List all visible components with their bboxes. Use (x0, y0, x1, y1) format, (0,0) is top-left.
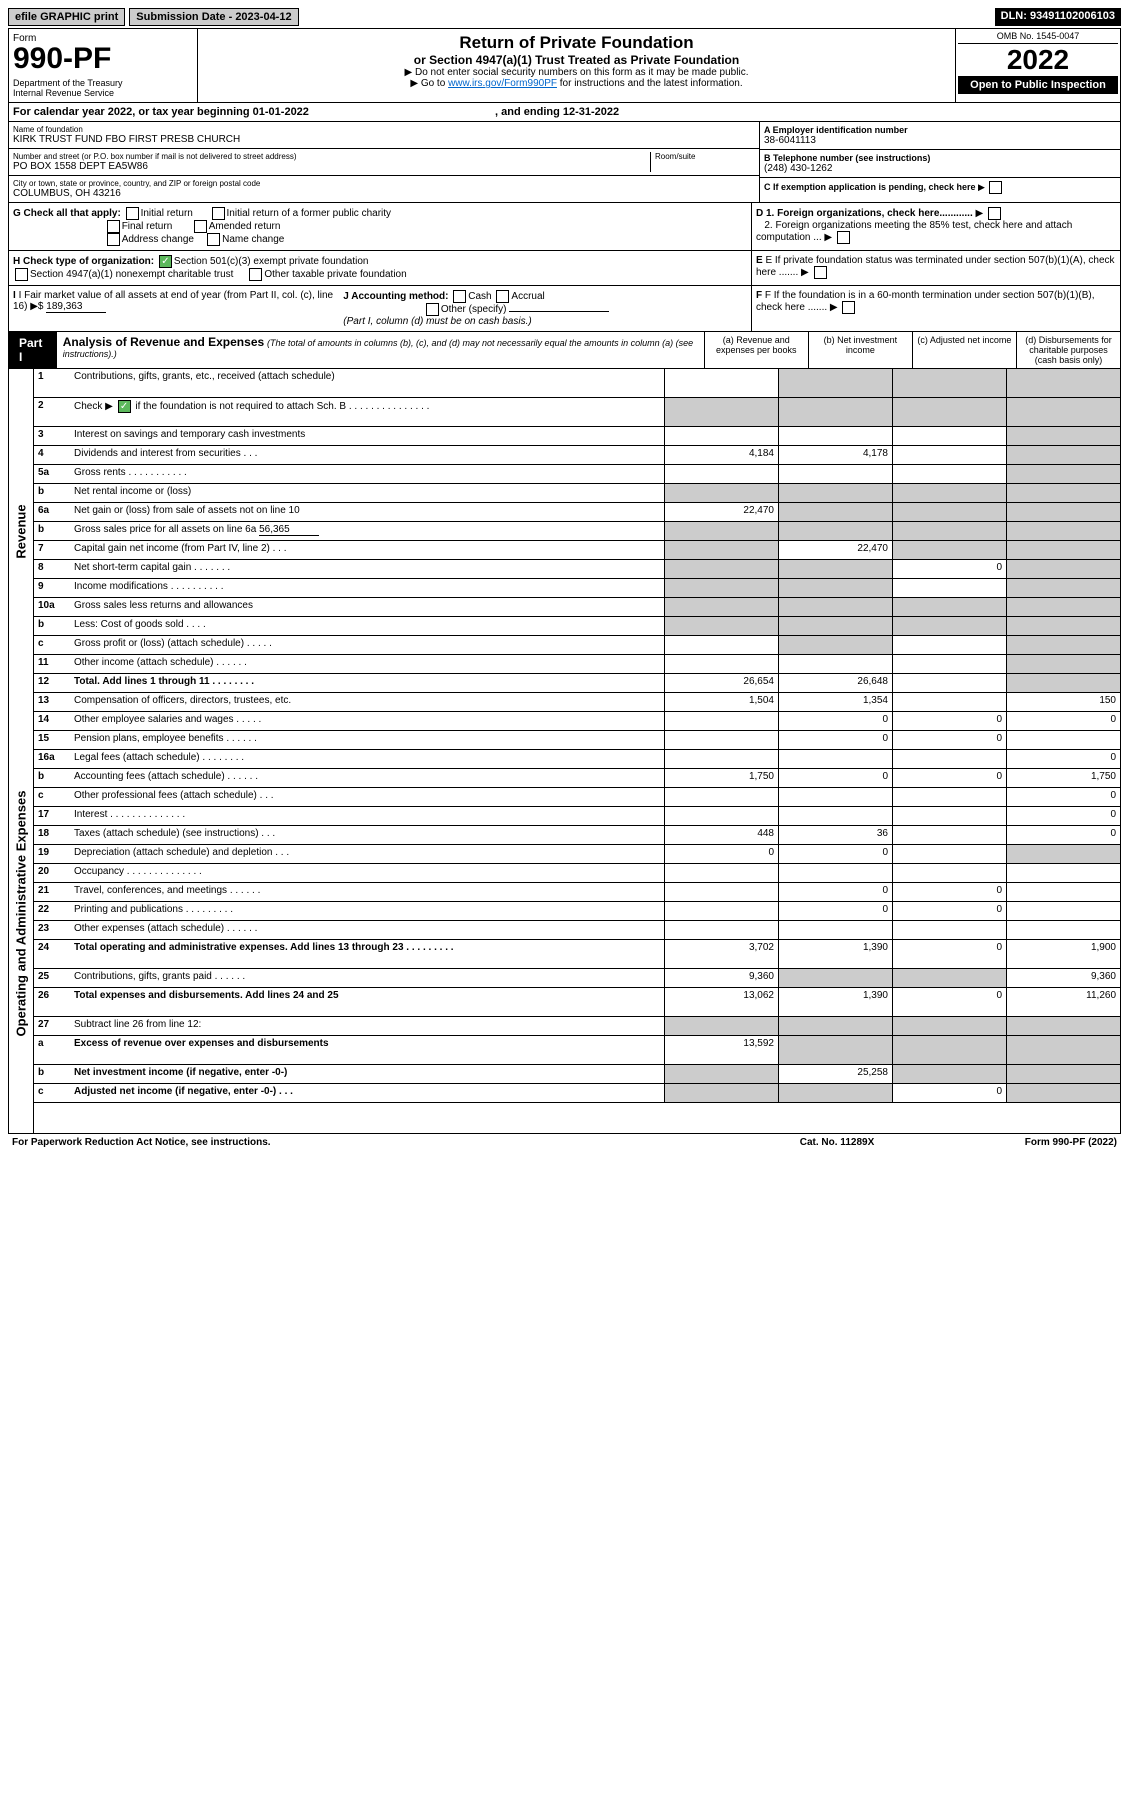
h-section: H Check type of organization: Section 50… (9, 251, 751, 285)
row-26: 26 Total expenses and disbursements. Add… (34, 988, 1120, 1017)
efile-btn[interactable]: efile GRAPHIC print (8, 8, 125, 26)
row-24: 24 Total operating and administrative ex… (34, 940, 1120, 969)
main-title: Return of Private Foundation (206, 33, 947, 53)
col-c-header: (c) Adjusted net income (912, 332, 1016, 368)
row-20: 20 Occupancy . . . . . . . . . . . . . . (34, 864, 1120, 883)
j-other-cb[interactable] (426, 303, 439, 316)
calendar-year: For calendar year 2022, or tax year begi… (9, 103, 1120, 122)
row-3: 3 Interest on savings and temporary cash… (34, 427, 1120, 446)
row-7: 7 Capital gain net income (from Part IV,… (34, 541, 1120, 560)
c-cell: C If exemption application is pending, c… (760, 178, 1120, 197)
d1-cb[interactable] (988, 207, 1001, 220)
row-2: 2 Check ▶ if the foundation is not requi… (34, 398, 1120, 427)
instr1: ▶ Do not enter social security numbers o… (206, 67, 947, 78)
omb: OMB No. 1545-0047 (958, 31, 1118, 44)
g-section: G Check all that apply: Initial return I… (9, 203, 751, 250)
phone-cell: B Telephone number (see instructions) (2… (760, 150, 1120, 178)
col-b-header: (b) Net investment income (808, 332, 912, 368)
row-16c: c Other professional fees (attach schedu… (34, 788, 1120, 807)
form-box: Form 990-PF Department of the TreasuryIn… (9, 29, 198, 102)
row-1: 1 Contributions, gifts, grants, etc., re… (34, 369, 1120, 398)
row-8: 8 Net short-term capital gain . . . . . … (34, 560, 1120, 579)
row-27a: a Excess of revenue over expenses and di… (34, 1036, 1120, 1065)
row-23: 23 Other expenses (attach schedule) . . … (34, 921, 1120, 940)
form-number: 990-PF (13, 44, 193, 74)
g-final-cb[interactable] (107, 220, 120, 233)
col-a-header: (a) Revenue and expenses per books (704, 332, 808, 368)
addr-cell: Number and street (or P.O. box number if… (9, 149, 759, 176)
j-accrual-cb[interactable] (496, 290, 509, 303)
row-27b: b Net investment income (if negative, en… (34, 1065, 1120, 1084)
part1-label: Part I (9, 332, 57, 368)
row-16b: b Accounting fees (attach schedule) . . … (34, 769, 1120, 788)
row-11: 11 Other income (attach schedule) . . . … (34, 655, 1120, 674)
revenue-vert: Revenue (9, 369, 34, 693)
instr2: ▶ Go to www.irs.gov/Form990PF for instru… (206, 78, 947, 89)
part1-title: Analysis of Revenue and Expenses (The to… (57, 332, 704, 368)
row-10a: 10a Gross sales less returns and allowan… (34, 598, 1120, 617)
open-public: Open to Public Inspection (958, 76, 1118, 94)
ij-section: I I Fair market value of all assets at e… (9, 286, 751, 331)
irs-link[interactable]: www.irs.gov/Form990PF (448, 78, 557, 89)
sub-title: or Section 4947(a)(1) Trust Treated as P… (206, 53, 947, 67)
row-10c: c Gross profit or (loss) (attach schedul… (34, 636, 1120, 655)
row-21: 21 Travel, conferences, and meetings . .… (34, 883, 1120, 902)
g-initial-former-cb[interactable] (212, 207, 225, 220)
row-6b: b Gross sales price for all assets on li… (34, 522, 1120, 541)
g-amended-cb[interactable] (194, 220, 207, 233)
row-22: 22 Printing and publications . . . . . .… (34, 902, 1120, 921)
row-17: 17 Interest . . . . . . . . . . . . . . … (34, 807, 1120, 826)
e-cb[interactable] (814, 266, 827, 279)
h-501c3-cb[interactable] (159, 255, 172, 268)
row-5b: b Net rental income or (loss) (34, 484, 1120, 503)
row-25: 25 Contributions, gifts, grants paid . .… (34, 969, 1120, 988)
row-27: 27 Subtract line 26 from line 12: (34, 1017, 1120, 1036)
row-4: 4 Dividends and interest from securities… (34, 446, 1120, 465)
year-box: OMB No. 1545-0047 2022 Open to Public In… (955, 29, 1120, 102)
h-4947-cb[interactable] (15, 268, 28, 281)
submission-btn[interactable]: Submission Date - 2023-04-12 (129, 8, 298, 26)
row-16a: 16a Legal fees (attach schedule) . . . .… (34, 750, 1120, 769)
row-6a: 6a Net gain or (loss) from sale of asset… (34, 503, 1120, 522)
dept: Department of the TreasuryInternal Reven… (13, 78, 193, 98)
row-13: 13 Compensation of officers, directors, … (34, 693, 1120, 712)
tax-year: 2022 (958, 44, 1118, 76)
row-5a: 5a Gross rents . . . . . . . . . . . (34, 465, 1120, 484)
city-cell: City or town, state or province, country… (9, 176, 759, 202)
c-checkbox[interactable] (989, 181, 1002, 194)
g-initial-cb[interactable] (126, 207, 139, 220)
g-name-cb[interactable] (207, 233, 220, 246)
f-section: F F If the foundation is in a 60-month t… (751, 286, 1120, 331)
row-19: 19 Depreciation (attach schedule) and de… (34, 845, 1120, 864)
h-other-cb[interactable] (249, 268, 262, 281)
row-12: 12 Total. Add lines 1 through 11 . . . .… (34, 674, 1120, 693)
g-addr-cb[interactable] (107, 233, 120, 246)
row-9: 9 Income modifications . . . . . . . . .… (34, 579, 1120, 598)
d-section: D 1. Foreign organizations, check here..… (751, 203, 1120, 250)
ein-cell: A Employer identification number 38-6041… (760, 122, 1120, 150)
e-section: E E If private foundation status was ter… (751, 251, 1120, 285)
row-18: 18 Taxes (attach schedule) (see instruct… (34, 826, 1120, 845)
expenses-vert: Operating and Administrative Expenses (9, 693, 34, 1133)
title-box: Return of Private Foundation or Section … (198, 29, 955, 102)
f-cb[interactable] (842, 301, 855, 314)
schb-cb[interactable] (118, 400, 131, 413)
row-14: 14 Other employee salaries and wages . .… (34, 712, 1120, 731)
dln: DLN: 93491102006103 (995, 8, 1121, 26)
col-d-header: (d) Disbursements for charitable purpose… (1016, 332, 1120, 368)
d2-cb[interactable] (837, 231, 850, 244)
row-27c: c Adjusted net income (if negative, ente… (34, 1084, 1120, 1103)
row-10b: b Less: Cost of goods sold . . . . (34, 617, 1120, 636)
j-cash-cb[interactable] (453, 290, 466, 303)
row-15: 15 Pension plans, employee benefits . . … (34, 731, 1120, 750)
footer: For Paperwork Reduction Act Notice, see … (8, 1134, 1121, 1151)
name-cell: Name of foundation KIRK TRUST FUND FBO F… (9, 122, 759, 149)
